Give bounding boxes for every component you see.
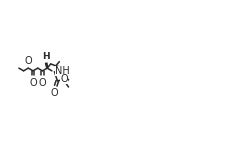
Polygon shape xyxy=(45,63,48,68)
Text: O: O xyxy=(29,78,37,88)
Text: O: O xyxy=(60,74,68,84)
Text: H: H xyxy=(42,52,50,61)
Text: NH: NH xyxy=(55,66,70,76)
Text: O: O xyxy=(51,88,59,98)
Text: O: O xyxy=(25,56,32,66)
Text: O: O xyxy=(39,78,46,88)
